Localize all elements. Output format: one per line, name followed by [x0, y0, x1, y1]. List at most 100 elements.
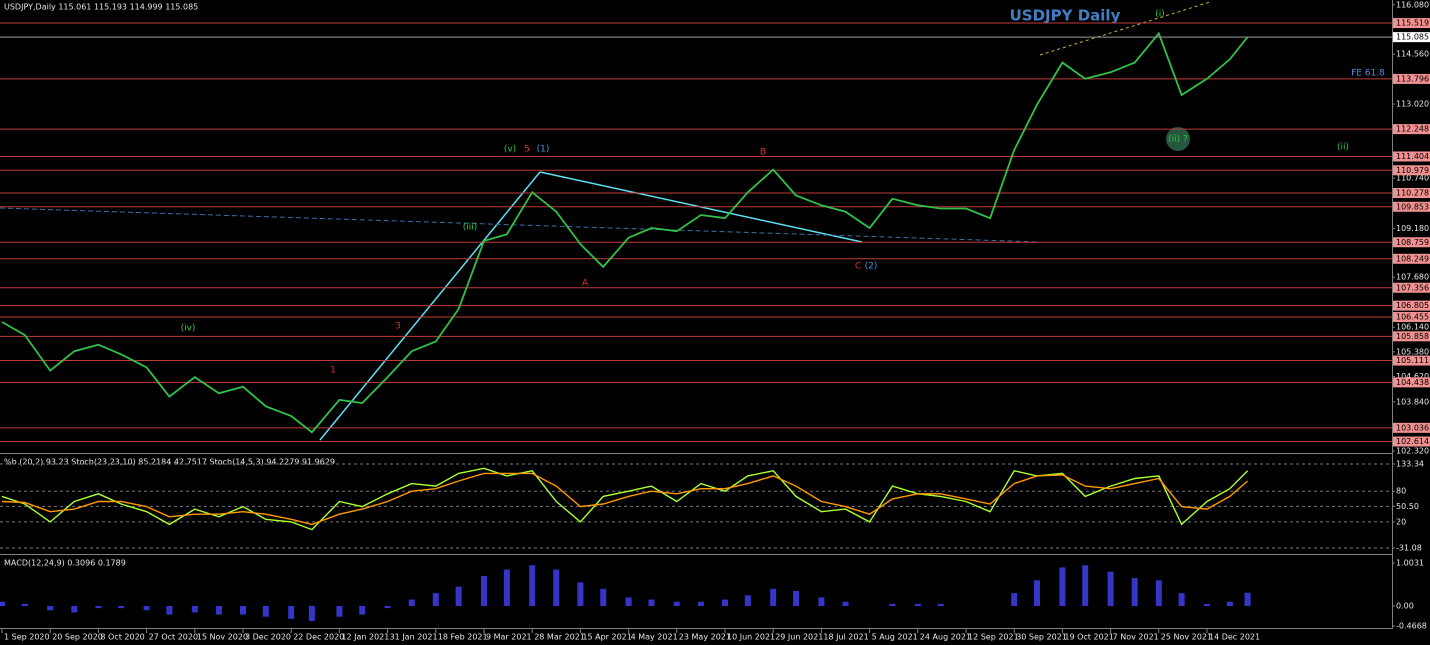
wave-label: (iii) [463, 223, 478, 233]
level-label: 110.278 [1396, 189, 1429, 198]
y-tick-label: 113.020 [1396, 100, 1429, 109]
bar [118, 606, 125, 609]
bar [1226, 601, 1233, 607]
x-tick-label: 29 Jun 2021 [775, 633, 823, 642]
y-tick-label: 106.140 [1396, 323, 1429, 332]
x-tick-label: 27 Oct 2020 [149, 633, 198, 642]
bar [166, 606, 173, 615]
x-tick-label: 24 Aug 2021 [920, 633, 971, 642]
level-label-box [1393, 237, 1430, 248]
level-label: 106.805 [1396, 301, 1429, 310]
bar [481, 575, 487, 607]
panel-title: MACD(12,24,9) 0.3096 0.1789 [4, 559, 126, 568]
bar [1082, 565, 1089, 607]
x-tick-label: 8 Oct 2020 [100, 633, 144, 642]
bar [697, 601, 704, 607]
bar [308, 606, 315, 622]
level-label: 108.759 [1396, 238, 1429, 247]
x-tick-label: 25 Nov 2021 [1161, 633, 1212, 642]
bar [21, 603, 28, 607]
bar [625, 597, 632, 607]
bar [432, 593, 439, 607]
bar [648, 599, 655, 607]
bar [673, 601, 680, 607]
bar [818, 597, 825, 607]
y-tick-label: 80 [1396, 487, 1406, 496]
level-label: 109.853 [1396, 202, 1429, 211]
level-label-box [1393, 311, 1430, 322]
bar [455, 586, 462, 607]
wave-label: (2) [865, 262, 878, 272]
bar [384, 606, 391, 609]
bar [1244, 592, 1251, 607]
series-line [1, 472, 1249, 526]
x-tick-label: 30 Sep 2021 [1016, 633, 1067, 642]
header: USDJPY,Daily 115.061 115.193 114.999 115… [4, 3, 198, 12]
level-label: 111.404 [1396, 152, 1429, 161]
level-label: 105.111 [1396, 356, 1429, 365]
x-tick-label: 3 Dec 2020 [245, 633, 291, 642]
level-label: 112.248 [1396, 125, 1429, 134]
x-tick-label: 1 Sep 2020 [4, 633, 50, 642]
bar [359, 606, 366, 615]
level-label: 102.614 [1396, 437, 1429, 446]
wave-label: (ii) ? [1168, 135, 1188, 145]
x-tick-label: 12 Jan 2021 [341, 633, 389, 642]
current-price-box [1393, 32, 1430, 43]
bar [914, 603, 921, 607]
level-label-box [1393, 300, 1430, 311]
level-label: 107.356 [1396, 283, 1429, 292]
current-price-label: 115.085 [1396, 33, 1429, 42]
level-label-box [1393, 436, 1430, 447]
bar [1178, 593, 1185, 607]
y-tick-label: 50.50 [1396, 502, 1419, 511]
level-label-box [1393, 165, 1430, 176]
y-tick-label: -0.4668 [1396, 622, 1427, 631]
channel-line [0, 207, 1041, 243]
x-tick-label: 4 May 2021 [631, 633, 678, 642]
chart-title: USDJPY Daily [1010, 7, 1121, 25]
wave-label: 1 [330, 366, 336, 376]
x-tick-label: 5 Aug 2021 [872, 633, 918, 642]
bar [0, 601, 5, 607]
y-tick-label: 107.680 [1396, 273, 1429, 282]
bar [336, 606, 343, 617]
bar [71, 606, 78, 613]
level-label-box [1393, 331, 1430, 342]
wave-label: C [855, 262, 861, 272]
bar [47, 606, 54, 611]
bar [240, 606, 246, 615]
level-label: 108.249 [1396, 254, 1429, 263]
wave-label: 5 [524, 145, 530, 155]
bar [529, 565, 536, 607]
bar [1155, 580, 1162, 607]
wave-label: (i) [1155, 10, 1165, 20]
level-label-box [1393, 253, 1430, 264]
y-tick-label: 102.320 [1396, 447, 1429, 456]
level-label-box [1393, 377, 1430, 388]
bar [722, 599, 728, 607]
bar [262, 606, 269, 617]
level-label: 103.036 [1396, 423, 1429, 432]
level-label-box [1393, 124, 1430, 135]
x-tick-label: 19 Oct 2021 [1064, 633, 1113, 642]
y-tick-label: 1.0031 [1396, 558, 1424, 567]
level-label-box [1393, 18, 1430, 29]
panel-title: %b (20,2) 93.23 Stoch(23,23,10) 85.2184 … [4, 458, 335, 467]
x-tick-label: 28 Mar 2021 [534, 633, 585, 642]
y-tick-label: 105.380 [1396, 347, 1429, 356]
bar [889, 603, 896, 607]
level-label-box [1393, 282, 1430, 293]
x-tick-label: 15 Nov 2020 [197, 633, 248, 642]
bar [937, 603, 944, 607]
wave-label: (ii) [1337, 143, 1349, 153]
bar [600, 588, 607, 607]
y-tick-label: 116.080 [1396, 0, 1429, 9]
series-line [1, 31, 1249, 434]
y-tick-label: 109.180 [1396, 224, 1429, 233]
y-tick-label: -31.08 [1396, 543, 1422, 552]
y-tick-label: 114.560 [1396, 50, 1429, 59]
level-label: 113.796 [1396, 74, 1429, 83]
y-tick-label: 103.840 [1396, 397, 1429, 406]
